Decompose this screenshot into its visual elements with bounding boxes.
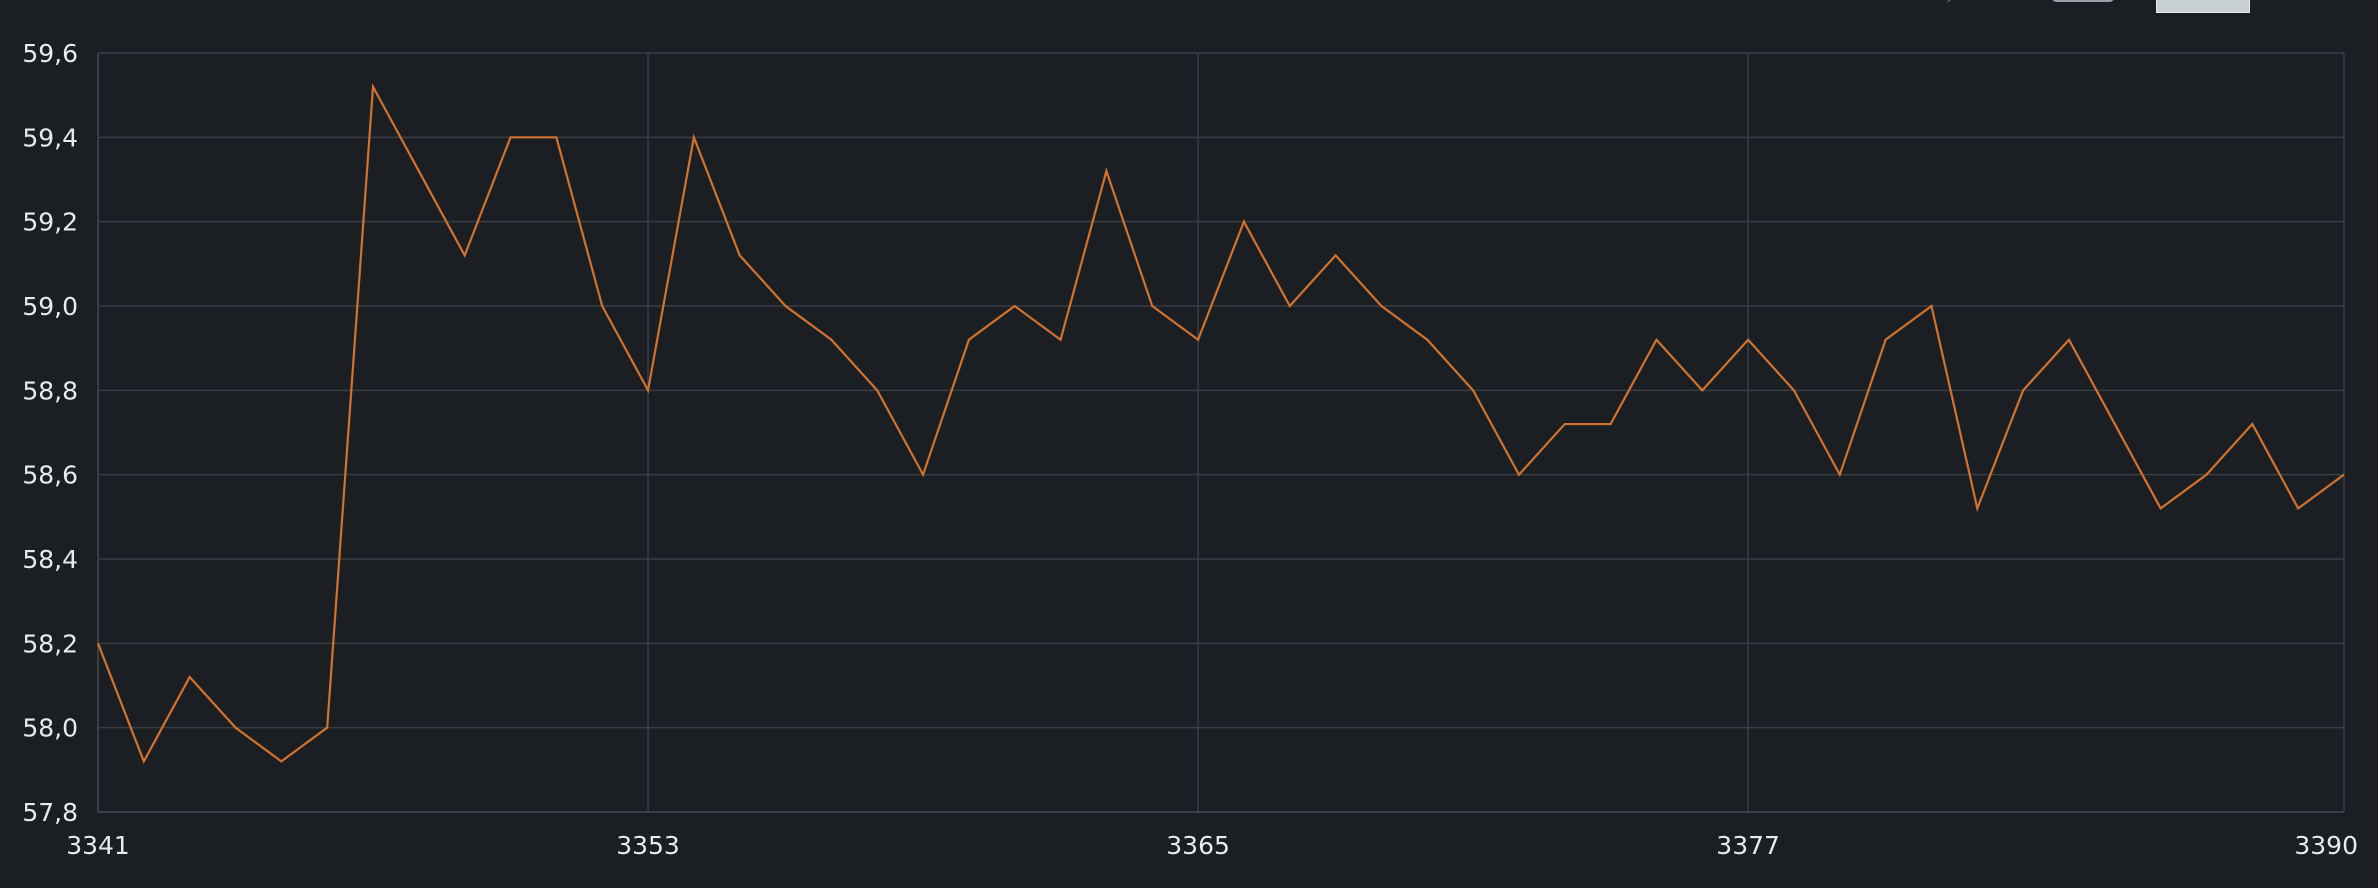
rect-button-icon[interactable] xyxy=(2156,0,2250,13)
series-line xyxy=(96,82,2345,765)
y-tick-label: 59,2 xyxy=(22,208,78,237)
y-tick-label: 58,2 xyxy=(22,629,78,658)
x-tick-label: 3390 xyxy=(2294,831,2358,860)
y-tick-label: 58,4 xyxy=(22,545,78,574)
x-tick-label: 3365 xyxy=(1166,831,1230,860)
y-tick-label: 57,8 xyxy=(22,798,78,827)
x-tick-label: 3353 xyxy=(616,831,680,860)
y-tick-label: 59,6 xyxy=(22,39,78,68)
x-tick-label: 3377 xyxy=(1716,831,1780,860)
y-tick-label: 58,0 xyxy=(22,714,78,743)
tick-labels: 57,8 58,0 58,2 58,4 58,6 58,8 59,0 59,2 59,4 59,6… xyxy=(22,39,2358,860)
y-tick-label: 58,8 xyxy=(22,376,78,405)
x-tick-label: 3341 xyxy=(66,831,130,860)
series-layer xyxy=(96,82,2345,765)
y-tick-label: 58,6 xyxy=(22,461,78,490)
axes xyxy=(97,53,2344,813)
y-tick-label: 59,4 xyxy=(22,123,78,152)
y-tick-label: 59,0 xyxy=(22,292,78,321)
